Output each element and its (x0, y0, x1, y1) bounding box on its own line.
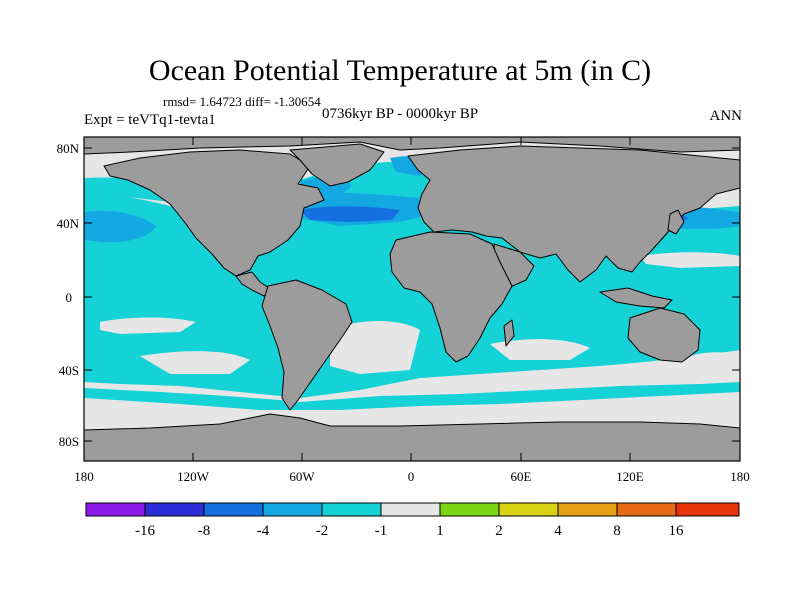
cb-label: 16 (669, 523, 685, 539)
cb-box (262, 502, 323, 517)
landmass-africa (389, 231, 513, 363)
lat-label: 40N (57, 216, 80, 231)
cb-label: 2 (495, 523, 503, 539)
southern-cyan-band (84, 382, 740, 410)
cb-box (616, 502, 677, 517)
lat-label: 0 (66, 290, 73, 305)
lon-label: 120E (616, 469, 644, 484)
plot-title: Ocean Potential Temperature at 5m (in C) (148, 54, 652, 87)
landmass-japan (667, 209, 685, 235)
landmass-greenland (289, 143, 385, 187)
lon-label: 60W (289, 469, 315, 484)
map-frame (83, 136, 741, 462)
cb-box (144, 502, 205, 517)
tasman-neutral-patch (690, 352, 740, 370)
latitude-axis: 80N 40N 0 40S 80S (57, 141, 740, 449)
cb-label: 1 (436, 523, 444, 539)
lat-label: 40S (59, 363, 79, 378)
colorbar: -16 -8 -4 -2 -1 1 2 4 8 16 (85, 502, 740, 539)
south-atlantic-neutral-patch (330, 321, 420, 374)
landmass-maritime-continent (599, 287, 673, 309)
landmass-antarctica (84, 413, 740, 461)
cb-label: -8 (198, 523, 211, 539)
cb-label: -1 (375, 523, 388, 539)
cb-box (321, 502, 382, 517)
longitude-axis: 180 120W 60W 0 60E 120E 180 (74, 137, 750, 484)
north-pacific-sky-patch (84, 210, 156, 243)
cb-box (203, 502, 264, 517)
lon-label: 180 (730, 469, 750, 484)
gulf-stream-blue-core (300, 206, 400, 222)
stats-label: rmsd= 1.64723 diff= -1.30654 (163, 94, 321, 109)
lon-label: 120W (177, 469, 210, 484)
lon-label: 60E (511, 469, 532, 484)
map-area (84, 137, 740, 461)
cb-box (498, 502, 559, 517)
cb-label: -16 (135, 523, 155, 539)
north-pacific-neutral-patch (640, 252, 740, 268)
cb-box (675, 502, 740, 517)
season-label: ANN (709, 108, 743, 124)
cb-box (439, 502, 500, 517)
landmass-south-america (261, 279, 353, 411)
indian-ocean-neutral-patch (490, 339, 590, 360)
cb-box (380, 502, 441, 517)
cb-label: -2 (316, 523, 329, 539)
cb-box (557, 502, 618, 517)
cb-label: -4 (257, 523, 270, 539)
cb-label: 8 (613, 523, 621, 539)
landmass-north-america (103, 149, 325, 277)
east-pacific-neutral-patch (100, 317, 196, 334)
landmass-australia (627, 307, 701, 363)
lat-label: 80S (59, 434, 79, 449)
lon-label: 0 (408, 469, 415, 484)
landmass-madagascar (503, 319, 515, 347)
landmass-arctic-rim (84, 137, 740, 155)
cb-box (85, 502, 146, 517)
period-label: 0736kyr BP - 0000kyr BP (322, 106, 479, 122)
lon-label: 180 (74, 469, 94, 484)
landmass-eurasia (407, 145, 740, 283)
south-pacific-neutral-patch (140, 351, 250, 374)
cb-label: 4 (554, 523, 562, 539)
experiment-label: Expt = teVTq1-tevta1 (84, 112, 216, 128)
lat-label: 80N (57, 141, 80, 156)
